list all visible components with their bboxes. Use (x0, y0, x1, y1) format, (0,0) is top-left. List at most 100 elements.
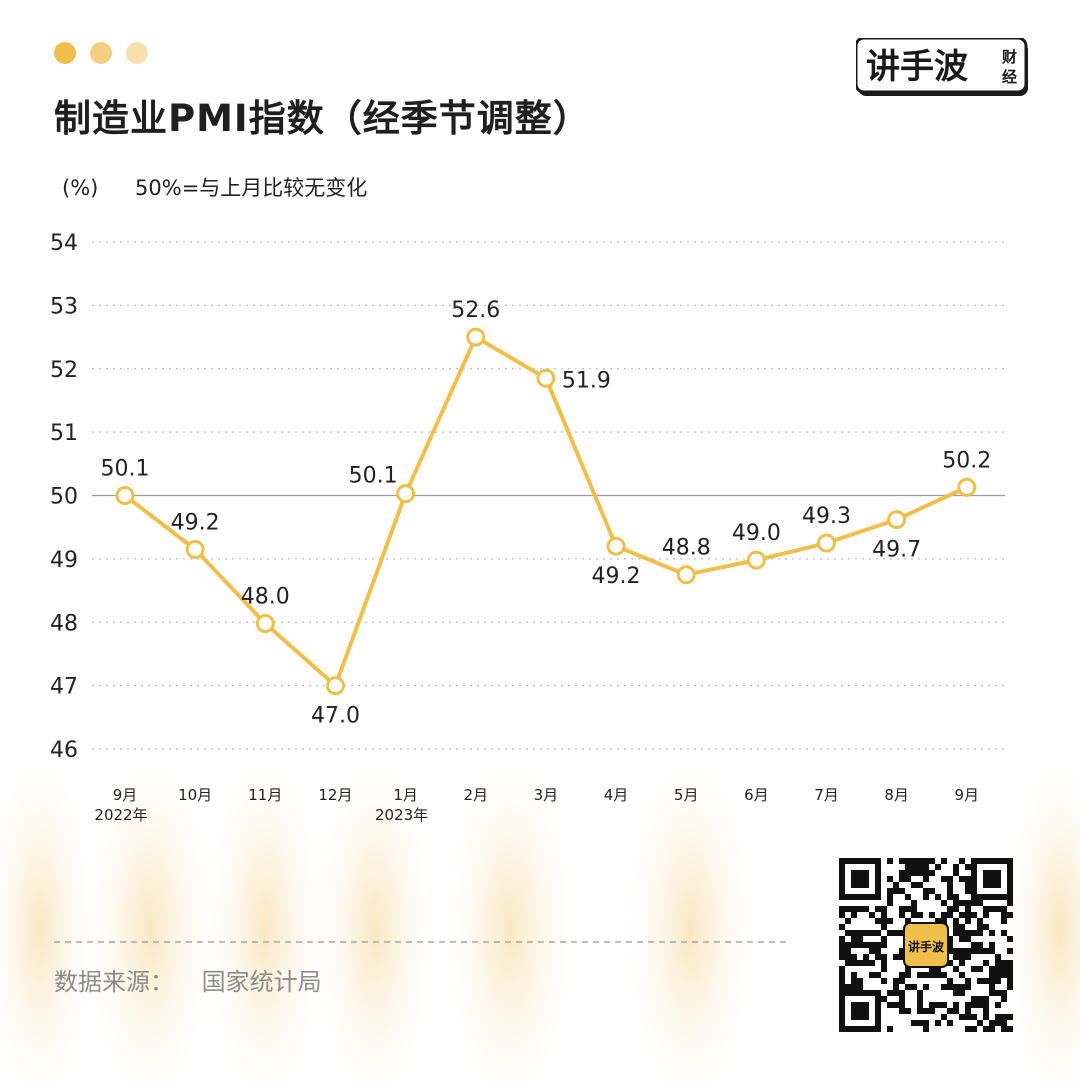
qr-module (1001, 858, 1007, 864)
qr-module (887, 900, 893, 906)
x-tick-label: 10月 (178, 786, 212, 804)
qr-module (851, 942, 857, 948)
qr-module (965, 900, 971, 906)
qr-module (839, 948, 845, 954)
qr-module (851, 1002, 857, 1008)
qr-module (857, 1026, 863, 1032)
qr-module (959, 954, 965, 960)
data-label: 49.3 (802, 504, 851, 529)
qr-module (911, 1020, 917, 1026)
qr-module (851, 954, 857, 960)
qr-module (863, 870, 869, 876)
qr-module (971, 894, 977, 900)
x-tick-label: 9月 (113, 786, 138, 804)
qr-module (839, 864, 845, 870)
qr-module (959, 990, 965, 996)
qr-center-badge-text: 讲手波 (908, 939, 945, 954)
qr-module (875, 894, 881, 900)
qr-module (953, 948, 959, 954)
qr-module (911, 906, 917, 912)
qr-module (905, 906, 911, 912)
y-tick-label: 49 (50, 548, 78, 573)
qr-module (863, 882, 869, 888)
qr-module (965, 978, 971, 984)
data-point (325, 676, 345, 696)
qr-module (881, 960, 887, 966)
qr-module (875, 870, 881, 876)
qr-module (917, 990, 923, 996)
data-point (957, 477, 977, 497)
x-tick-label: 2月 (463, 786, 488, 804)
qr-module (863, 954, 869, 960)
qr-module (953, 990, 959, 996)
data-label: 50.2 (942, 448, 991, 473)
qr-module (917, 882, 923, 888)
x-tick-label: 1月 (393, 786, 418, 804)
qr-module (965, 930, 971, 936)
y-tick-label: 46 (50, 738, 78, 763)
x-tick-label: 3月 (534, 786, 559, 804)
qr-module (953, 1002, 959, 1008)
qr-module (911, 912, 917, 918)
y-tick-label: 47 (50, 675, 78, 700)
qr-module (983, 906, 989, 912)
qr-module (983, 948, 989, 954)
qr-module (857, 990, 863, 996)
qr-module (983, 960, 989, 966)
qr-module (1001, 930, 1007, 936)
qr-module (851, 1026, 857, 1032)
qr-module (1001, 966, 1007, 972)
qr-module (893, 954, 899, 960)
qr-module (989, 984, 995, 990)
decorative-dot (126, 42, 148, 64)
qr-module (1007, 876, 1013, 882)
qr-module (875, 1026, 881, 1032)
qr-module (917, 972, 923, 978)
qr-module (971, 996, 977, 1002)
decorative-dots (54, 42, 148, 64)
qr-module (923, 1026, 929, 1032)
qr-module (917, 1020, 923, 1026)
qr-module (929, 1008, 935, 1014)
qr-module (953, 918, 959, 924)
qr-module (845, 942, 851, 948)
qr-module (839, 1002, 845, 1008)
qr-module (863, 1014, 869, 1020)
qr-module (1007, 912, 1013, 918)
qr-module (857, 1008, 863, 1014)
chart-subtitle: (%) 50%=与上月比较无变化 (62, 172, 367, 202)
x-tick-label: 8月 (884, 786, 909, 804)
qr-module (1007, 1014, 1013, 1020)
qr-module (899, 870, 905, 876)
qr-module (929, 1002, 935, 1008)
qr-module (869, 960, 875, 966)
qr-module (869, 930, 875, 936)
qr-module (893, 978, 899, 984)
qr-module (989, 870, 995, 876)
qr-module (893, 930, 899, 936)
qr-module (989, 948, 995, 954)
qr-module (887, 1002, 893, 1008)
qr-module (857, 978, 863, 984)
qr-module (917, 864, 923, 870)
qr-module (995, 972, 1001, 978)
qr-center-badge (903, 922, 949, 968)
qr-module (995, 1014, 1001, 1020)
x-tick-label: 7月 (814, 786, 839, 804)
qr-module (839, 1026, 845, 1032)
qr-module (863, 906, 869, 912)
qr-module (905, 972, 911, 978)
qr-module (899, 906, 905, 912)
qr-module (953, 930, 959, 936)
qr-module (899, 948, 905, 954)
qr-module (1007, 870, 1013, 876)
qr-module (875, 990, 881, 996)
brand-logo-sub-2: 经 (1002, 68, 1017, 86)
qr-module (917, 1008, 923, 1014)
qr-module (1007, 894, 1013, 900)
qr-module (995, 858, 1001, 864)
data-point (746, 550, 766, 570)
y-tick-label: 53 (50, 294, 78, 319)
qr-module (845, 954, 851, 960)
qr-module (923, 1008, 929, 1014)
